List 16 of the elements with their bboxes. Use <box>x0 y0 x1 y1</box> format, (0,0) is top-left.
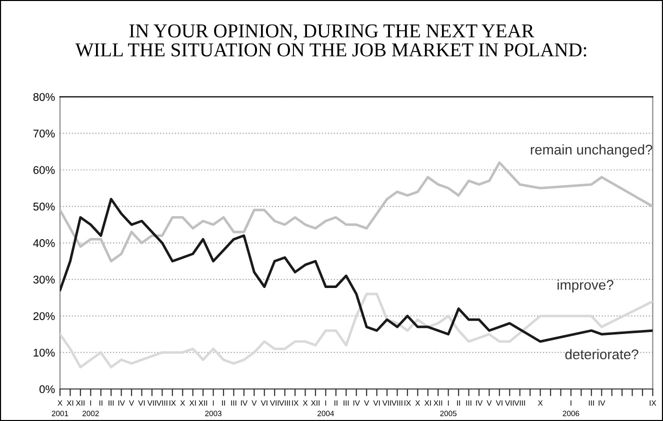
y-tick-label: 30% <box>33 276 55 284</box>
line-series <box>60 292 653 368</box>
chart-title: IN YOUR OPINION, DURING THE NEXT YEAR WILL THE SITUATION ON THE JOB MARKET IN POLAND: <box>75 24 586 57</box>
y-tick-label: 70% <box>33 130 55 138</box>
y-tick-label: 60% <box>33 166 55 174</box>
line-series <box>60 161 653 262</box>
y-tick-label: 20% <box>33 312 55 320</box>
series-label: remain unchanged? <box>530 144 652 158</box>
y-tick-label: 40% <box>33 239 55 248</box>
series-label: improve? <box>558 280 614 293</box>
series-label: deteriorate? <box>565 349 638 360</box>
line-series <box>60 198 653 343</box>
y-tick-label: 0% <box>40 385 55 394</box>
y-tick-label: 50% <box>33 202 55 211</box>
y-tick-label: 10% <box>34 348 55 357</box>
y-tick-label: 80% <box>33 93 55 101</box>
